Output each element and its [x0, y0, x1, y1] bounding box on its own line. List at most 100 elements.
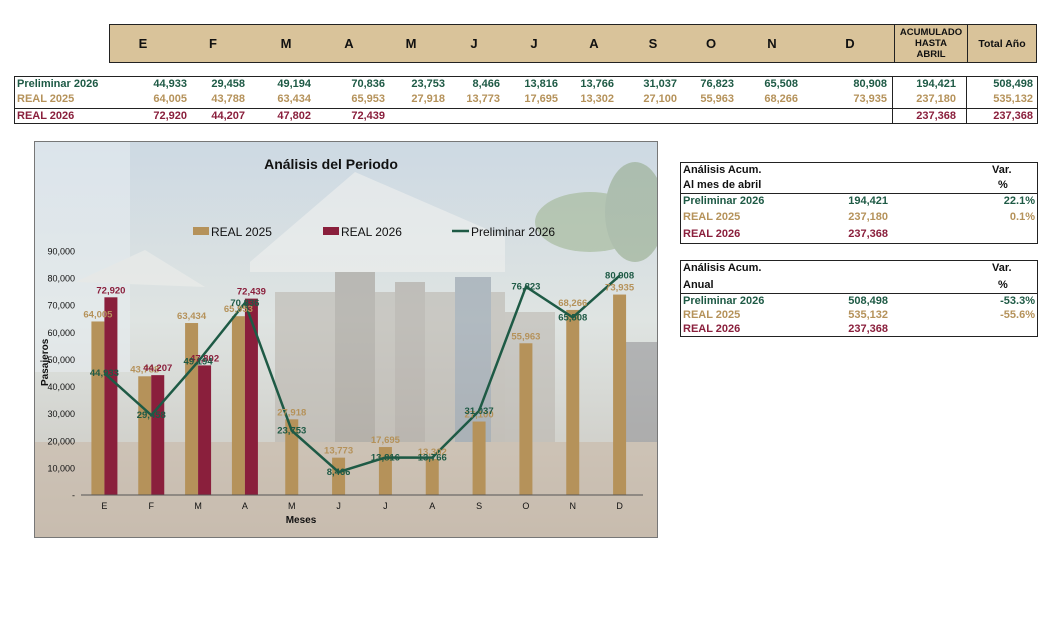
- data-label-real2025: 64,005: [83, 309, 113, 320]
- cell-total: 237,368: [993, 110, 1033, 122]
- bar-real2025: [613, 294, 627, 495]
- cell: 44,207: [211, 110, 245, 122]
- cell: 8,466: [472, 78, 500, 90]
- data-label-preliminar: 76,823: [511, 282, 540, 293]
- cell: 13,766: [580, 78, 614, 90]
- cell: 27,918: [411, 93, 445, 105]
- bar-real2025: [231, 316, 245, 495]
- x-tick-label: O: [522, 501, 529, 511]
- y-axis-title: Pasajeros: [40, 338, 51, 386]
- header-month-m2: M: [405, 36, 417, 51]
- y-tick-label: 70,000: [47, 301, 75, 311]
- cell: 64,005: [153, 93, 187, 105]
- analysis-month-subtitle: Al mes de abril: [683, 179, 762, 191]
- data-label-preliminar: 31,037: [465, 406, 494, 417]
- bar-real2025: [566, 309, 580, 495]
- cell: 65,953: [351, 93, 385, 105]
- data-label-preliminar: 23,753: [277, 426, 306, 437]
- bar-real2026: [151, 375, 165, 495]
- cell: 47,802: [277, 110, 311, 122]
- bar-real2025: [185, 323, 199, 495]
- row-label: REAL 2026: [683, 323, 741, 335]
- row-label: Preliminar 2026: [683, 295, 765, 307]
- data-label-real2026: 72,439: [237, 287, 266, 298]
- cell: 73,935: [853, 93, 887, 105]
- bar-real2025: [332, 457, 346, 495]
- y-tick-label: 60,000: [47, 328, 75, 338]
- cell: 29,458: [211, 78, 245, 90]
- y-tick-label: 10,000: [47, 463, 75, 473]
- analysis-year-title: Análisis Acum.: [683, 262, 762, 274]
- bar-real2025: [519, 343, 533, 495]
- header-month-s: S: [648, 36, 658, 51]
- header-divider: [894, 25, 895, 62]
- cell-accum: 237,180: [916, 93, 956, 105]
- data-label-real2025: 13,773: [324, 446, 353, 457]
- data-label-real2025: 17,695: [371, 435, 401, 446]
- cell: 31,037: [643, 78, 677, 90]
- table-divider: [892, 77, 893, 123]
- cell-total: 535,132: [993, 93, 1033, 105]
- cell: 13,816: [524, 78, 558, 90]
- data-label-real2025: 43,788: [130, 364, 159, 375]
- x-tick-label: E: [101, 501, 107, 511]
- line-preliminar: [103, 274, 621, 474]
- cell: 17,695: [524, 93, 558, 105]
- row-label: REAL 2026: [683, 228, 741, 240]
- y-tick-label: 20,000: [47, 436, 75, 446]
- legend-label-preliminar: Preliminar 2026: [471, 225, 555, 239]
- bar-real2026: [244, 298, 258, 495]
- bar-real2026: [104, 297, 118, 495]
- data-label-preliminar: 29,458: [137, 410, 166, 421]
- header-total-label: Total Año: [978, 37, 1026, 50]
- analysis-year-var-label: Var.: [992, 262, 1012, 274]
- x-axis-title: Meses: [286, 515, 317, 526]
- x-tick-label: M: [288, 501, 296, 511]
- x-tick-label: A: [242, 501, 248, 511]
- cell: 13,773: [466, 93, 500, 105]
- x-tick-label: A: [429, 501, 435, 511]
- table-row: REAL 2026 72,920 44,207 47,802 72,439 23…: [15, 108, 1037, 124]
- data-label-real2025: 63,434: [177, 311, 207, 322]
- data-label-preliminar: 70,836: [230, 298, 259, 309]
- x-tick-label: J: [336, 501, 341, 511]
- period-analysis-chart: 64,005 72,920 43,788 44,207 63,434 47,802 65,9…: [34, 141, 658, 538]
- row-value: 237,180: [848, 211, 888, 223]
- legend-label-real2026: REAL 2026: [341, 225, 402, 239]
- row-label-real2025: REAL 2025: [17, 93, 75, 105]
- y-tick-label: 50,000: [47, 355, 75, 365]
- y-tick-label: 80,000: [47, 274, 75, 284]
- data-label-real2025: 68,266: [558, 298, 587, 309]
- x-tick-label: S: [476, 501, 482, 511]
- row-label: REAL 2025: [683, 309, 741, 321]
- table-divider: [966, 77, 967, 123]
- row-var: 22.1%: [1003, 195, 1035, 207]
- analysis-month-var-label: Var.: [992, 164, 1012, 176]
- header-divider: [967, 25, 968, 62]
- data-label-real2025: 27,100: [465, 410, 494, 421]
- data-label-preliminar: 65,508: [558, 312, 587, 323]
- header-month-d: D: [845, 36, 855, 51]
- legend-swatch-real2025: [193, 227, 209, 235]
- cell: 27,100: [643, 93, 677, 105]
- divider: [681, 293, 1037, 294]
- cell: 72,920: [153, 110, 187, 122]
- cell: 72,439: [351, 110, 385, 122]
- data-label-real2025: 27,918: [277, 407, 306, 418]
- y-tick-label: 40,000: [47, 382, 75, 392]
- chart-legend: REAL 2025 REAL 2026 Preliminar 2026: [193, 225, 555, 239]
- cell: 23,753: [411, 78, 445, 90]
- header-month-j: J: [470, 36, 478, 51]
- row-value: 194,421: [848, 195, 888, 207]
- background-photo: [35, 142, 657, 537]
- legend-swatch-real2026: [323, 227, 339, 235]
- bars-layer: [91, 294, 627, 495]
- month-header-band: E F M A M J J A S O N D ACUMULADO HASTA …: [109, 24, 1037, 63]
- chart-title: Análisis del Periodo: [264, 156, 398, 172]
- row-label-real2026: REAL 2026: [17, 110, 75, 122]
- x-tick-label: F: [149, 501, 155, 511]
- cell: 13,302: [580, 93, 614, 105]
- row-label-preliminar: Preliminar 2026: [17, 78, 99, 90]
- header-accum-label: ACUMULADO HASTA ABRIL: [899, 27, 963, 60]
